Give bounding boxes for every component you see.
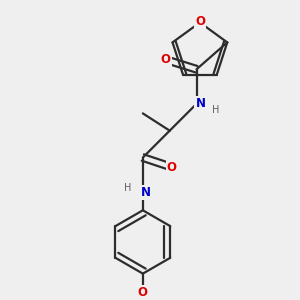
Text: O: O <box>138 286 148 299</box>
Text: O: O <box>167 160 177 174</box>
Text: H: H <box>124 183 131 193</box>
Text: N: N <box>195 97 206 110</box>
Text: O: O <box>161 53 171 66</box>
Text: N: N <box>141 186 151 199</box>
Text: H: H <box>212 105 219 115</box>
Text: O: O <box>195 15 205 28</box>
